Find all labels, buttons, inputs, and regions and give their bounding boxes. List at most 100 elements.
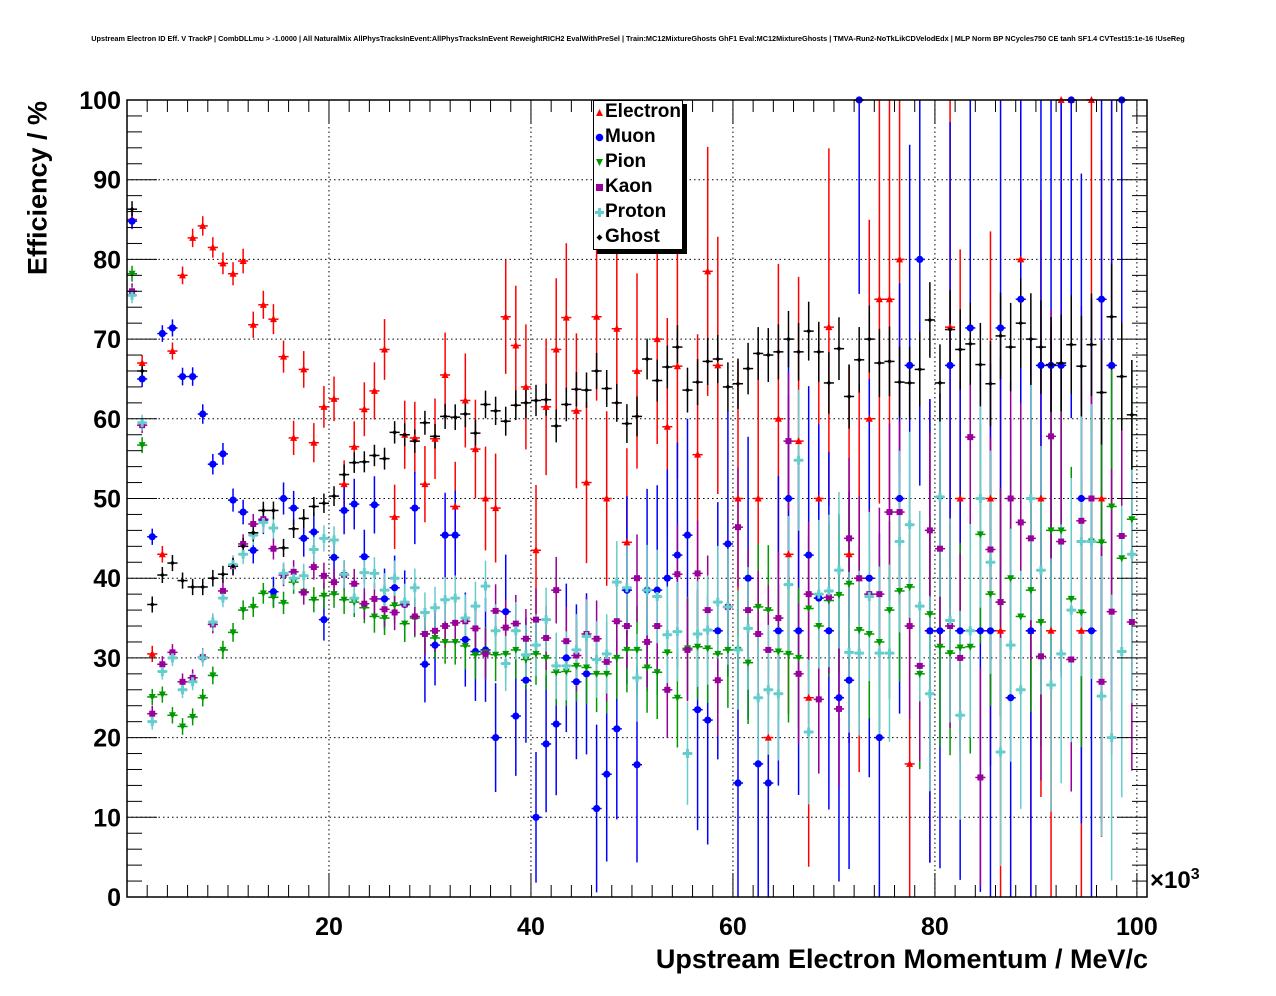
muon-point [451, 531, 459, 539]
ghost-point [351, 460, 357, 466]
muon-point [875, 734, 883, 742]
electron-point [583, 478, 591, 486]
proton-point [582, 631, 592, 641]
electron-point [754, 494, 762, 502]
muon-point [794, 627, 803, 635]
muon-point [734, 779, 742, 787]
pion-point [633, 646, 641, 654]
proton-point [369, 568, 379, 578]
kaon-point [916, 662, 923, 669]
muon-point [269, 588, 278, 596]
pion-point [562, 668, 570, 676]
proton-point [662, 630, 672, 640]
kaon-point [896, 509, 903, 516]
proton-point [137, 418, 147, 428]
kaon-point [967, 434, 974, 441]
pion-point [1027, 587, 1035, 595]
electron-point [774, 414, 782, 422]
pion-point [381, 615, 389, 623]
ghost-point [472, 430, 478, 436]
legend-entry-muon: Muon [594, 126, 682, 151]
legend-entry-kaon: Kaon [594, 176, 682, 201]
ghost-point [1088, 342, 1094, 348]
ghost-point [563, 401, 569, 407]
pion-point [1098, 539, 1106, 547]
kaon-point [543, 634, 550, 641]
ghost-point [998, 333, 1004, 339]
ghost-point [745, 366, 751, 372]
pion-point [744, 659, 752, 667]
kaon-point [320, 572, 327, 579]
pion-point [158, 691, 166, 699]
muon-point [199, 410, 207, 418]
proton-point [703, 625, 713, 635]
muon-point [461, 635, 469, 644]
electron-point [906, 759, 914, 767]
kaon-point [936, 545, 943, 552]
proton-point [571, 645, 581, 655]
ghost-point [796, 349, 802, 355]
proton-point [420, 607, 430, 617]
ghost-point [674, 344, 680, 350]
muon-point [936, 627, 944, 635]
electron-point [461, 396, 469, 404]
muon-point [754, 760, 762, 768]
kaon-point [1108, 608, 1115, 615]
proton-point [814, 589, 824, 599]
proton-point [238, 549, 248, 559]
ghost-point [180, 578, 186, 584]
kaon-point [694, 570, 701, 577]
pion-point [623, 646, 631, 654]
pion-point [885, 607, 893, 615]
y-tick-label: 10 [93, 804, 121, 832]
kaon-point [1068, 656, 1075, 663]
pion-point [906, 583, 914, 591]
proton-point [289, 573, 299, 583]
ghost-point [483, 401, 489, 407]
ghost-point [977, 362, 983, 368]
pion-point [401, 620, 409, 628]
ghost-point [604, 386, 610, 392]
ghost-point [361, 459, 367, 465]
proton-point [733, 645, 743, 655]
pion-point [320, 592, 328, 600]
pion-point [239, 607, 247, 615]
ghost-point [1028, 336, 1034, 342]
x-tick-label: 60 [719, 913, 747, 941]
proton-point [319, 533, 329, 543]
electron-point [946, 323, 954, 331]
proton-point [1066, 605, 1076, 615]
proton-point [188, 677, 198, 687]
pion-point [461, 642, 469, 650]
electron-point [623, 538, 631, 546]
kaon-point [785, 438, 792, 445]
pion-point [714, 650, 722, 658]
muon-point [350, 500, 358, 508]
kaon-point [815, 696, 822, 703]
chart-title: Upstream Electron ID Eff. V TrackP | Com… [91, 34, 1185, 43]
electron-point [502, 312, 510, 320]
kaon-point [825, 594, 832, 601]
muon-point [158, 329, 166, 338]
ghost-point [190, 584, 196, 590]
pion-point [784, 650, 792, 658]
electron-point [764, 733, 772, 741]
proton-point [824, 586, 834, 596]
muon-point [380, 595, 389, 603]
proton-point [844, 647, 854, 657]
kaon-point [977, 774, 984, 781]
pion-point [148, 693, 156, 701]
muon-point [370, 501, 379, 509]
electron-point [148, 649, 156, 657]
ghost-point [725, 384, 731, 390]
ghost-point [987, 381, 993, 387]
ghost-point [543, 397, 549, 403]
kaon-point [1017, 519, 1024, 526]
electron-point [411, 433, 419, 441]
electron-point [370, 386, 378, 394]
electron-point [391, 512, 399, 520]
proton-point [511, 626, 521, 636]
ghost-point [866, 336, 872, 342]
ghost-point [735, 381, 741, 387]
